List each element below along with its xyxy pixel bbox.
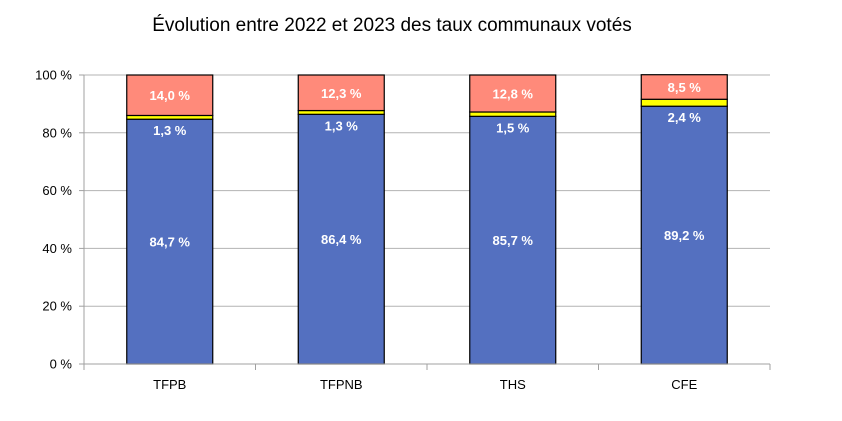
x-tick-label: TFPNB [320, 377, 363, 392]
x-tick-label: TFPB [153, 377, 186, 392]
data-label: 1,5 % [496, 120, 530, 135]
data-label: 1,3 % [325, 118, 359, 133]
data-label: 86,4 % [321, 232, 362, 247]
data-label: 84,7 % [150, 235, 191, 250]
x-tick-label: THS [500, 377, 526, 392]
y-tick-label: 0 % [50, 357, 73, 372]
data-label: 14,0 % [150, 88, 191, 103]
axes: 0 % 20 % 40 % 60 % 80 % 100 % TFPB TFPNB THS CFE [35, 68, 771, 392]
y-tick-label: 100 % [35, 68, 72, 83]
bar-segment [640, 98, 728, 107]
data-label: 1,3 % [153, 123, 187, 138]
x-tick-label: CFE [671, 377, 697, 392]
y-tick-label: 80 % [42, 125, 72, 140]
bar-segment [126, 74, 214, 117]
data-labels: 84,7 % 1,3 % 14,0 % 86,4 % 1,3 % 12,3 % 85,7 %… [150, 80, 705, 250]
data-label: 89,2 % [664, 228, 705, 243]
bar-segment [469, 115, 557, 365]
data-label: 2,4 % [668, 110, 702, 125]
bar-segment [469, 74, 557, 113]
bar-segment [126, 118, 214, 365]
data-label: 85,7 % [493, 233, 534, 248]
bar-segment [297, 113, 385, 365]
y-tick-label: 40 % [42, 241, 72, 256]
data-label: 12,8 % [493, 86, 534, 101]
chart-title: Évolution entre 2022 et 2023 des taux co… [152, 15, 632, 36]
bars [126, 74, 728, 365]
bar-segment [297, 74, 385, 112]
data-label: 12,3 % [321, 86, 362, 101]
y-tick-label: 60 % [42, 183, 72, 198]
bar-segment [469, 111, 557, 117]
bar-segment [640, 105, 728, 365]
bar-segment [640, 74, 728, 100]
data-label: 8,5 % [668, 80, 702, 95]
y-tick-label: 20 % [42, 299, 72, 314]
